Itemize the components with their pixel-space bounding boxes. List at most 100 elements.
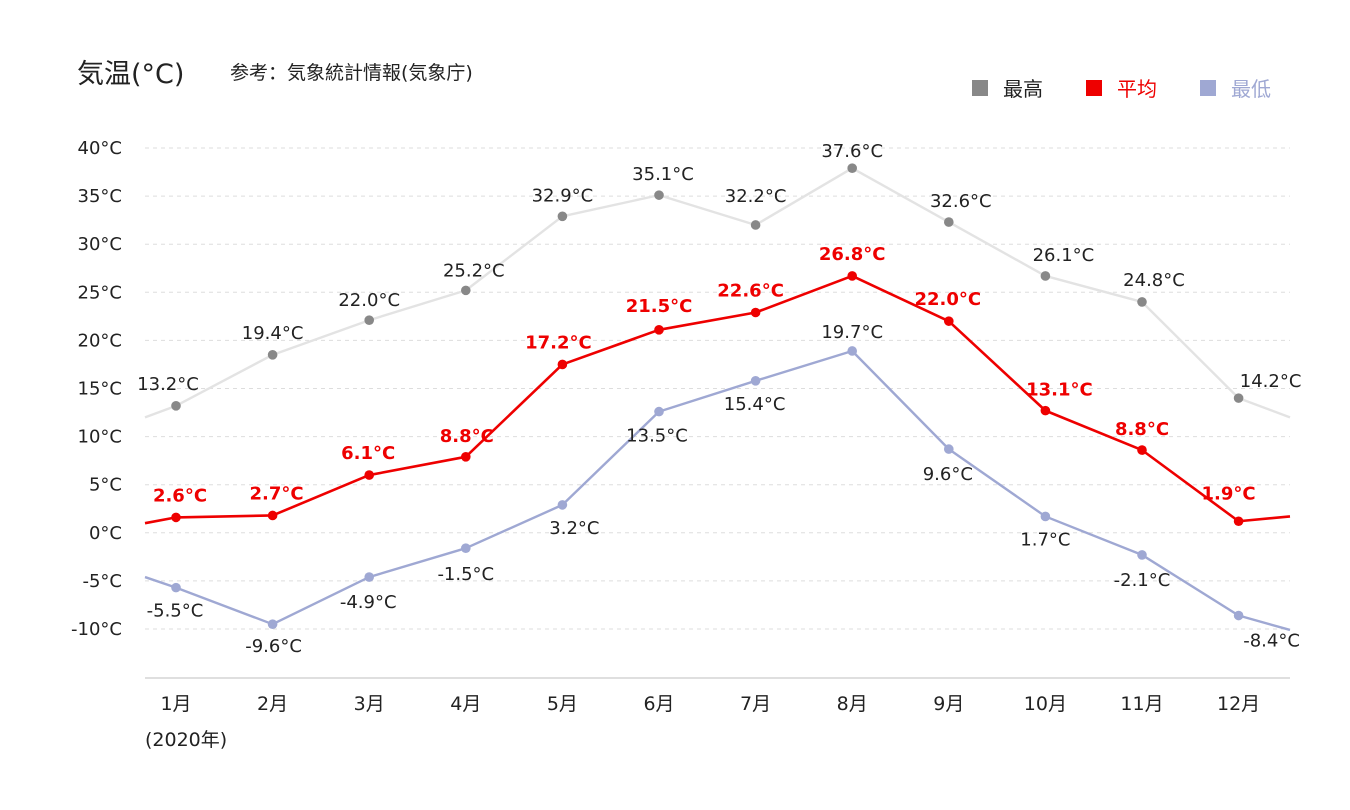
data-point-avg xyxy=(1233,516,1244,527)
data-point-avg xyxy=(1137,445,1147,455)
y-tick-label: 5°C xyxy=(89,475,122,496)
y-tick-label: 35°C xyxy=(78,186,122,207)
y-tick-label: 10°C xyxy=(78,427,122,448)
legend-label-max: 最高 xyxy=(1003,77,1043,101)
data-label-avg: 8.8°C xyxy=(1115,419,1169,440)
data-point-max xyxy=(364,315,375,325)
data-point-max xyxy=(750,220,761,230)
data-point-max xyxy=(654,190,664,200)
data-point-max xyxy=(1137,297,1147,307)
data-point-min xyxy=(364,572,375,582)
y-tick-label: -5°C xyxy=(82,571,122,592)
data-label-min: -2.1°C xyxy=(1114,570,1171,591)
legend-swatch-min xyxy=(1200,80,1216,96)
data-point-min xyxy=(750,376,761,386)
y-tick-label: 0°C xyxy=(89,523,122,544)
x-tick-label: 7月 xyxy=(740,693,771,715)
legend-swatch-avg xyxy=(1086,80,1102,96)
data-label-max: 35.1°C xyxy=(632,164,694,185)
data-point-avg xyxy=(364,470,375,480)
x-tick-label: 5月 xyxy=(547,693,578,715)
data-label-min: -9.6°C xyxy=(245,636,302,657)
data-label-avg: 1.9°C xyxy=(1202,483,1256,504)
data-point-avg xyxy=(750,307,761,318)
data-labels: 13.2°C 19.4°C 22.0°C 25.2°C 32.9°C 35.1°C 32.2… xyxy=(137,141,1301,657)
data-point-avg xyxy=(847,271,857,281)
x-axis-year-note: (2020年) xyxy=(145,729,227,751)
x-axis-ticks: 1月 2月 3月 4月 5月 6月 7月 8月 9月 10月 11月 12月 xyxy=(160,693,1260,715)
data-point-avg xyxy=(171,512,181,523)
y-tick-label: -10°C xyxy=(71,619,122,640)
data-label-avg: 2.7°C xyxy=(250,483,304,504)
series-lines xyxy=(144,167,1291,632)
data-label-avg: 22.0°C xyxy=(914,289,981,310)
chart-subtitle: 参考：気象統計情報(気象庁) xyxy=(230,62,473,84)
x-tick-label: 3月 xyxy=(354,693,385,715)
data-points xyxy=(171,163,1244,629)
y-tick-label: 30°C xyxy=(78,234,122,255)
y-tick-label: 25°C xyxy=(78,282,122,303)
data-label-max: 14.2°C xyxy=(1240,371,1302,392)
data-label-avg: 2.6°C xyxy=(153,485,207,506)
y-tick-label: 20°C xyxy=(78,330,122,351)
data-point-max xyxy=(557,211,568,222)
data-point-avg xyxy=(557,359,568,370)
x-tick-label: 8月 xyxy=(837,693,868,715)
data-label-min: 13.5°C xyxy=(626,426,688,447)
data-label-max: 25.2°C xyxy=(443,260,505,281)
legend: 最高 平均 最低 xyxy=(972,77,1271,101)
chart-title: 気温(°C) xyxy=(77,59,184,90)
x-tick-label: 12月 xyxy=(1217,693,1260,715)
series-line-avg xyxy=(144,274,1291,525)
data-point-max xyxy=(461,285,471,296)
data-label-avg: 13.1°C xyxy=(1026,380,1093,401)
data-label-min: 1.7°C xyxy=(1020,529,1070,550)
data-label-min: -4.9°C xyxy=(340,592,397,613)
data-label-avg: 22.6°C xyxy=(717,281,784,302)
data-label-avg: 6.1°C xyxy=(341,443,395,464)
data-point-max xyxy=(1040,271,1051,281)
data-label-max: 22.0°C xyxy=(338,290,400,311)
data-point-avg xyxy=(654,325,664,335)
data-point-max xyxy=(847,163,857,174)
x-tick-label: 6月 xyxy=(643,693,674,715)
data-point-max xyxy=(171,401,181,411)
y-tick-label: 40°C xyxy=(78,138,122,159)
data-label-max: 19.4°C xyxy=(242,323,304,344)
data-label-avg: 26.8°C xyxy=(819,244,886,265)
data-point-avg xyxy=(461,452,471,462)
data-label-min: -1.5°C xyxy=(437,564,494,585)
x-tick-label: 4月 xyxy=(450,693,481,715)
data-point-min xyxy=(461,543,471,553)
legend-label-min: 最低 xyxy=(1231,77,1271,101)
data-point-min xyxy=(171,582,181,593)
data-point-min xyxy=(944,444,954,454)
data-label-min: 3.2°C xyxy=(549,518,599,539)
data-point-avg xyxy=(944,316,954,326)
data-point-min xyxy=(267,619,278,629)
legend-swatch-max xyxy=(972,80,988,96)
data-label-max: 24.8°C xyxy=(1123,270,1185,291)
legend-label-avg: 平均 xyxy=(1117,77,1157,101)
data-label-max: 26.1°C xyxy=(1033,245,1095,266)
data-label-min: 19.7°C xyxy=(821,322,883,343)
data-point-max xyxy=(944,217,954,227)
data-label-avg: 21.5°C xyxy=(626,296,693,317)
data-point-min xyxy=(1137,550,1147,560)
data-point-max xyxy=(267,350,278,360)
x-tick-label: 2月 xyxy=(257,693,288,715)
data-label-max: 32.6°C xyxy=(930,191,992,212)
data-point-min xyxy=(557,500,568,510)
data-label-avg: 17.2°C xyxy=(525,332,592,353)
y-tick-label: 15°C xyxy=(78,379,122,400)
data-label-avg: 8.8°C xyxy=(440,426,494,447)
data-label-min: 15.4°C xyxy=(724,394,786,415)
data-label-max: 32.2°C xyxy=(725,186,787,207)
data-label-min: -8.4°C xyxy=(1243,631,1300,652)
y-axis-ticks: 40°C 35°C 30°C 25°C 20°C 15°C 10°C 5°C 0°C -5°C -1… xyxy=(71,138,122,640)
data-label-min: 9.6°C xyxy=(923,464,973,485)
gridlines xyxy=(145,147,1290,630)
data-point-avg xyxy=(267,510,278,521)
x-tick-label: 10月 xyxy=(1024,693,1067,715)
